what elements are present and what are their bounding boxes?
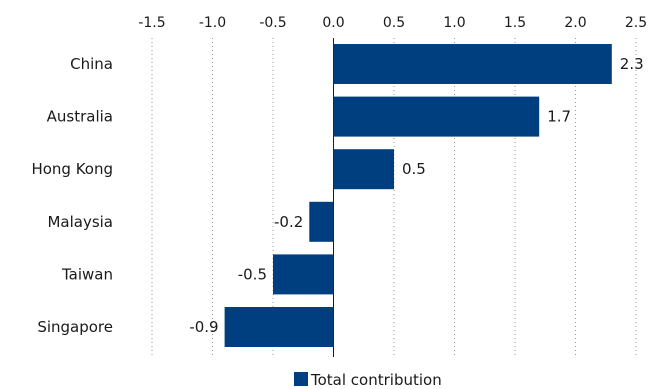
x-tick-label: 1.5 xyxy=(504,15,526,31)
x-tick-label: 0.0 xyxy=(322,15,344,31)
x-tick-label: 2.0 xyxy=(564,15,586,31)
category-label: Australia xyxy=(47,108,113,126)
bar-singapore xyxy=(224,307,334,347)
legend-label: Total contribution xyxy=(310,371,442,389)
data-label: 0.5 xyxy=(402,160,426,178)
data-label: -0.9 xyxy=(189,318,218,336)
bar-china xyxy=(333,44,612,84)
category-label: Singapore xyxy=(37,318,113,336)
x-tick-label: 1.0 xyxy=(443,15,465,31)
category-labels: China Australia Hong Kong Malaysia Taiwan Sin… xyxy=(31,55,113,336)
x-tick-label: -1.5 xyxy=(138,15,165,31)
bars xyxy=(224,44,612,347)
category-label: Hong Kong xyxy=(31,160,113,178)
bar-australia xyxy=(333,96,540,137)
x-axis-ticks: -1.5 -1.0 -0.5 0.0 0.5 1.0 1.5 2.0 2.5 xyxy=(138,15,647,31)
legend-swatch xyxy=(294,372,308,386)
category-label: China xyxy=(70,55,113,73)
legend: Total contribution xyxy=(294,371,442,389)
x-tick-label: 2.5 xyxy=(625,15,647,31)
bar-taiwan xyxy=(273,254,334,295)
category-label: Taiwan xyxy=(61,265,113,283)
data-label: -0.2 xyxy=(274,213,303,231)
x-tick-label: -0.5 xyxy=(259,15,286,31)
data-label: 2.3 xyxy=(620,55,644,73)
bar-malaysia xyxy=(309,201,334,242)
data-label: -0.5 xyxy=(238,265,267,283)
category-label: Malaysia xyxy=(47,213,113,231)
bar-hong-kong xyxy=(333,149,394,190)
x-tick-label: -1.0 xyxy=(199,15,226,31)
data-label: 1.7 xyxy=(547,108,571,126)
x-tick-label: 0.5 xyxy=(383,15,405,31)
grid-lines xyxy=(151,38,637,357)
data-labels: 2.3 1.7 0.5 -0.2 -0.5 -0.9 xyxy=(189,55,643,336)
